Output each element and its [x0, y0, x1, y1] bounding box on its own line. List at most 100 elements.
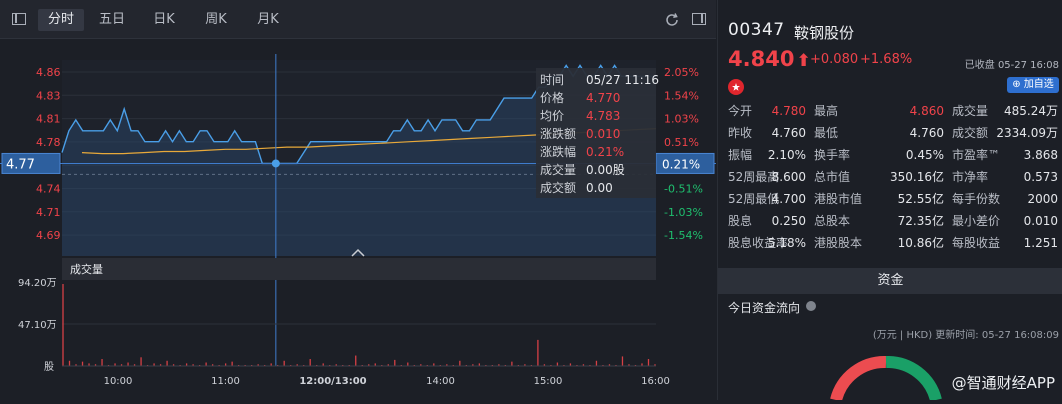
stat-value: 4.700: [771, 192, 806, 206]
stat-label: 振幅: [728, 148, 753, 162]
pct-tick: 0.51%: [664, 136, 699, 149]
chart-panel: 分时 五日 日K 周K 月K 4.864.834.814.784.764.744…: [0, 0, 716, 400]
stock-name: 鞍钢股份: [794, 24, 855, 42]
tooltip-value: 05/27 11:16: [586, 73, 659, 87]
stat-label: 最低: [814, 126, 839, 140]
stat-label: 52周最高: [728, 170, 780, 184]
tab-daily-k[interactable]: 日K: [153, 12, 175, 27]
tab-intraday[interactable]: 分时: [38, 9, 84, 31]
volume-tick: 94.20万: [18, 278, 57, 289]
price-change-pct: +1.68%: [860, 52, 913, 67]
stat-value: 8.600: [771, 170, 806, 184]
stat-label: 52周最低: [728, 192, 780, 206]
crosshair-pct-label: 0.21%: [662, 157, 700, 171]
stat-label: 最高: [814, 104, 839, 118]
time-tick: 15:00: [534, 376, 563, 387]
watermark: @智通财经APP: [951, 374, 1055, 392]
stat-value: 5.18%: [767, 236, 806, 250]
price-tick: 4.86: [36, 66, 61, 79]
tooltip-label: 成交额: [540, 180, 576, 195]
add-watchlist-button[interactable]: ⊕ 加自选: [1007, 77, 1059, 93]
stats-row: 今开 4.780 最高 4.860 成交量 485.24万: [718, 102, 1062, 120]
pct-tick: -1.54%: [664, 229, 703, 242]
price-area-fill: [62, 65, 656, 257]
crosshair-price-box: [1, 152, 61, 174]
tooltip-value: 4.770: [586, 91, 620, 105]
funds-section-header[interactable]: 资金: [718, 268, 1062, 294]
stats-row: 52周最高 8.600 总市值 350.16亿 市净率 0.573: [718, 168, 1062, 186]
price-tick: 4.83: [36, 89, 61, 102]
tooltip-value: 0.00: [586, 181, 613, 195]
stat-value: 2000: [1027, 192, 1058, 206]
pct-tick: 1.54%: [664, 89, 699, 102]
time-tick: 11:00: [211, 376, 240, 387]
plus-icon: ⊕: [1012, 79, 1021, 90]
stat-value: 4.780: [771, 104, 806, 118]
quote-panel: 00347 鞍钢股份 4.840 ⬆ +0.080 +1.68% 已收盘 05-2…: [717, 0, 1062, 400]
collapse-panel-icon[interactable]: [692, 13, 706, 25]
tooltip-value: 0.010: [586, 127, 620, 141]
tooltip-value: 4.783: [586, 109, 620, 123]
tab-monthly-k[interactable]: 月K: [257, 12, 279, 27]
stat-label: 每手份数: [952, 192, 1001, 206]
stat-value: 0.573: [1023, 170, 1058, 184]
tab-five-day[interactable]: 五日: [98, 12, 125, 27]
stats-row: 股息收益率 5.18% 港股股本 10.86亿 每股收益 1.251: [718, 234, 1062, 252]
stat-label: 每股收益: [952, 236, 1001, 250]
stat-value: 10.86亿: [897, 236, 944, 250]
stats-row: 52周最低 4.700 港股市值 52.55亿 每手份数 2000: [718, 190, 1062, 208]
crosshair-dot: [271, 159, 280, 168]
price-tick: 4.78: [36, 136, 61, 149]
volume-title: 成交量: [70, 262, 103, 276]
chart-toolbar: 分时 五日 日K 周K 月K: [0, 0, 716, 39]
tooltip-label: 涨跌幅: [540, 144, 576, 159]
stat-label: 市净率: [952, 170, 989, 184]
price-change: +0.080: [810, 52, 859, 67]
stat-label: 成交额: [952, 126, 989, 140]
stat-value: 4.760: [909, 126, 944, 140]
stat-value: 72.35亿: [897, 214, 944, 228]
tab-weekly-k[interactable]: 周K: [205, 12, 227, 27]
last-price-value: 4.840: [728, 47, 795, 71]
fund-flow-update-time: (万元 | HKD) 更新时间: 05-27 16:08:09: [872, 330, 1059, 341]
volume-tick: 股: [44, 361, 54, 373]
stat-value: 2334.09万: [996, 126, 1058, 140]
stat-label: 港股市值: [814, 192, 863, 206]
stat-value: 4.760: [771, 126, 806, 140]
market-status: 已收盘 05-27 16:08: [964, 60, 1059, 71]
stat-label: 港股股本: [814, 236, 863, 250]
tooltip-box: [536, 68, 656, 198]
stat-value: 1.251: [1023, 236, 1058, 250]
time-tick: 10:00: [104, 376, 133, 387]
volume-tick: 47.10万: [18, 320, 57, 331]
tooltip-value: 0.21%: [586, 145, 624, 159]
stat-label: 成交量: [952, 104, 989, 118]
add-watchlist-label: 加自选: [1023, 79, 1054, 90]
fund-flow-donut: [830, 356, 942, 400]
price-tick: 4.71: [36, 206, 61, 219]
fund-flow-title: 今日资金流向: [728, 301, 801, 315]
tooltip-label: 价格: [540, 90, 564, 105]
tooltip-label: 成交量: [540, 162, 576, 177]
price-tick: 4.74: [36, 183, 61, 196]
stat-label: 总股本: [814, 214, 851, 228]
stat-value: 4.860: [909, 104, 944, 118]
hk-flag-icon: [728, 79, 744, 95]
intraday-chart[interactable]: 4.864.834.814.784.764.744.714.692.05%1.5…: [0, 38, 716, 400]
stat-value: 0.250: [771, 214, 806, 228]
crosshair-price-label: 4.77: [6, 157, 35, 172]
stat-label: 昨收: [728, 126, 753, 140]
volume-header-bar: [62, 258, 656, 280]
stat-label: 换手率: [814, 148, 851, 162]
stat-value: 0.45%: [905, 148, 944, 162]
info-icon[interactable]: [806, 301, 816, 311]
panel-toggle-icon[interactable]: [12, 13, 26, 25]
stat-label: 今开: [728, 104, 753, 118]
pct-tick: 1.03%: [664, 113, 699, 126]
price-tick: 4.81: [36, 113, 61, 126]
time-tick: 16:00: [641, 376, 670, 387]
stats-row: 振幅 2.10% 换手率 0.45% 市盈率™ 3.868: [718, 146, 1062, 164]
expand-chevron-icon: [351, 248, 365, 257]
refresh-icon[interactable]: [664, 12, 680, 28]
price-tick: 4.69: [36, 229, 61, 242]
